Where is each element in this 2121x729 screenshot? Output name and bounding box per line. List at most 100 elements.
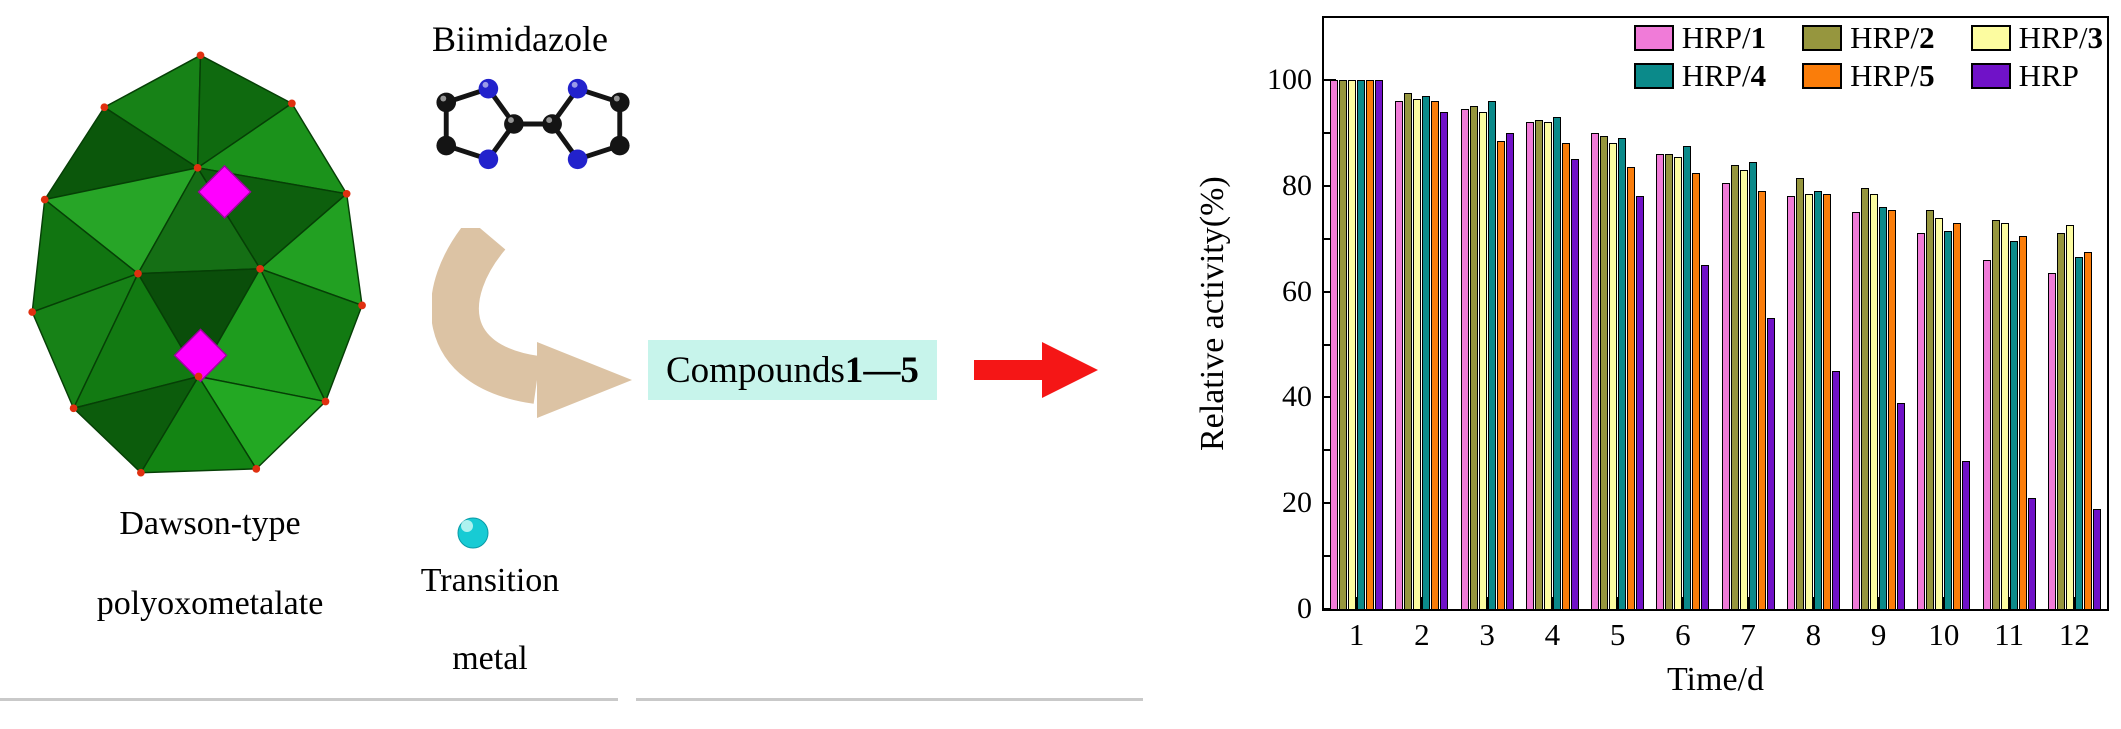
bar-HRP/4-day4 — [1552, 117, 1561, 609]
y-tick-label: 20 — [1282, 486, 1312, 520]
bar-HRP/1-day1 — [1330, 80, 1339, 609]
bar-HRP/5-day11 — [2018, 236, 2027, 609]
bar-HRP/2-day3 — [1469, 106, 1478, 609]
x-tick-label: 1 — [1348, 617, 1365, 652]
x-tick — [1486, 597, 1489, 609]
bar-HRP/1-day3 — [1460, 109, 1469, 609]
x-tick — [1616, 597, 1619, 609]
bar-HRP-day3 — [1505, 132, 1514, 609]
legend-label: HRP/3 — [2018, 20, 2103, 55]
x-tick-label: 6 — [1675, 617, 1691, 652]
compounds-text: Compounds — [666, 349, 845, 391]
transition-label-line1: Transition — [420, 562, 560, 599]
y-minor-tick — [1324, 237, 1331, 240]
bar-HRP-day2 — [1440, 111, 1449, 609]
y-minor-tick — [1324, 131, 1331, 134]
dawson-label-line2: polyoxometalate — [96, 585, 324, 622]
bar-HRP/5-day8 — [1822, 193, 1831, 609]
heteroatom-diamonds — [173, 164, 252, 383]
activity-chart: Relative activity(%) Time/d HRP/1 HRP/2 HR… — [1177, 12, 2111, 718]
bar-HRP/2-day4 — [1534, 119, 1543, 609]
legend-item-HRP/3: HRP/3 — [1970, 20, 2103, 56]
legend-label: HRP — [2018, 58, 2079, 93]
bar-HRP/4-day5 — [1618, 138, 1627, 609]
table-edge-line — [0, 698, 618, 701]
x-tick-label: 7 — [1740, 617, 1756, 652]
reaction-arrow — [974, 342, 1098, 398]
nitrogen-atoms — [478, 78, 588, 170]
bar-HRP-day7 — [1766, 318, 1775, 609]
x-tick — [1942, 597, 1945, 609]
y-tick-label: 60 — [1282, 274, 1312, 308]
bar-HRP/2-day2 — [1404, 93, 1413, 609]
bar-HRP-day4 — [1570, 159, 1579, 609]
bar-HRP/5-day12 — [2083, 251, 2092, 609]
biimidazole-label: Biimidazole — [432, 19, 608, 59]
bar-HRP/2-day6 — [1665, 154, 1674, 609]
legend-label: HRP/1 — [1681, 20, 1767, 55]
y-tick-label: 80 — [1282, 168, 1312, 202]
bar-HRP/1-day12 — [2047, 273, 2056, 609]
bar-HRP/5-day6 — [1692, 172, 1701, 609]
legend-item-HRP: HRP — [1970, 58, 2103, 94]
oxygen-vertex-dots — [28, 51, 366, 477]
bar-HRP/4-day11 — [2009, 241, 2018, 609]
bar-HRP/2-day12 — [2056, 233, 2065, 609]
biimidazole-structure — [436, 78, 630, 170]
bar-HRP/4-day2 — [1422, 95, 1431, 609]
x-tick — [1551, 597, 1554, 609]
transition-label-line2: metal — [452, 640, 528, 677]
bar-HRP-day5 — [1636, 196, 1645, 609]
legend-item-HRP/5: HRP/5 — [1802, 58, 1935, 94]
compounds-box: Compounds 1—5 — [648, 340, 937, 400]
y-minor-tick — [1324, 555, 1331, 558]
bar-HRP/5-day4 — [1561, 143, 1570, 609]
legend-swatch — [1633, 25, 1674, 51]
legend-item-HRP/1: HRP/1 — [1633, 20, 1767, 56]
bar-HRP/1-day6 — [1656, 154, 1665, 609]
bar-HRP/5-day2 — [1431, 101, 1440, 609]
dawson-polyoxometalate-structure — [28, 51, 366, 477]
y-tick-label: 40 — [1282, 380, 1312, 414]
bar-HRP/3-day7 — [1739, 169, 1748, 609]
x-tick-label: 4 — [1544, 617, 1561, 652]
bar-HRP/5-day1 — [1366, 80, 1375, 609]
legend-swatch — [1802, 25, 1843, 51]
dawson-label-line1: Dawson-type — [119, 505, 301, 542]
bar-HRP/5-day5 — [1627, 167, 1636, 609]
x-tick — [1812, 597, 1815, 609]
bar-HRP/3-day12 — [2065, 225, 2074, 609]
x-tick — [1877, 597, 1880, 609]
compounds-range: 1—5 — [844, 349, 919, 391]
y-tick — [1324, 608, 1336, 610]
x-tick-label: 11 — [1994, 617, 2025, 652]
bar-HRP/2-day7 — [1730, 164, 1739, 609]
legend-label: HRP/4 — [1681, 58, 1767, 93]
bar-HRP-day8 — [1831, 370, 1840, 609]
y-tick — [1324, 290, 1336, 293]
scheme-arrow — [432, 228, 632, 418]
bar-HRP/1-day5 — [1591, 132, 1600, 609]
bar-HRP-day9 — [1897, 402, 1906, 609]
bar-HRP/3-day5 — [1609, 143, 1618, 609]
x-tick-label: 5 — [1609, 617, 1626, 652]
bar-HRP/4-day9 — [1879, 206, 1888, 609]
y-tick — [1324, 396, 1336, 399]
bar-HRP/4-day3 — [1487, 101, 1496, 609]
y-minor-tick — [1324, 449, 1331, 452]
bar-HRP/3-day11 — [2000, 222, 2009, 609]
legend-swatch — [1633, 63, 1674, 89]
x-axis-title: Time/d — [1666, 661, 1764, 698]
bar-HRP/2-day11 — [1991, 220, 2000, 609]
bar-HRP/1-day10 — [1917, 233, 1926, 609]
x-tick — [2008, 597, 2011, 609]
bar-HRP/4-day8 — [1813, 191, 1822, 609]
bar-HRP/4-day10 — [1944, 230, 1953, 609]
bar-HRP/4-day12 — [2074, 257, 2083, 609]
legend-label: HRP/2 — [1850, 20, 1935, 55]
bar-HRP/5-day10 — [1953, 222, 1962, 609]
bar-HRP/4-day1 — [1357, 80, 1366, 609]
x-tick — [1747, 597, 1750, 609]
y-axis-title: Relative activity(%) — [1194, 176, 1231, 451]
y-tick-label: 0 — [1297, 592, 1312, 625]
